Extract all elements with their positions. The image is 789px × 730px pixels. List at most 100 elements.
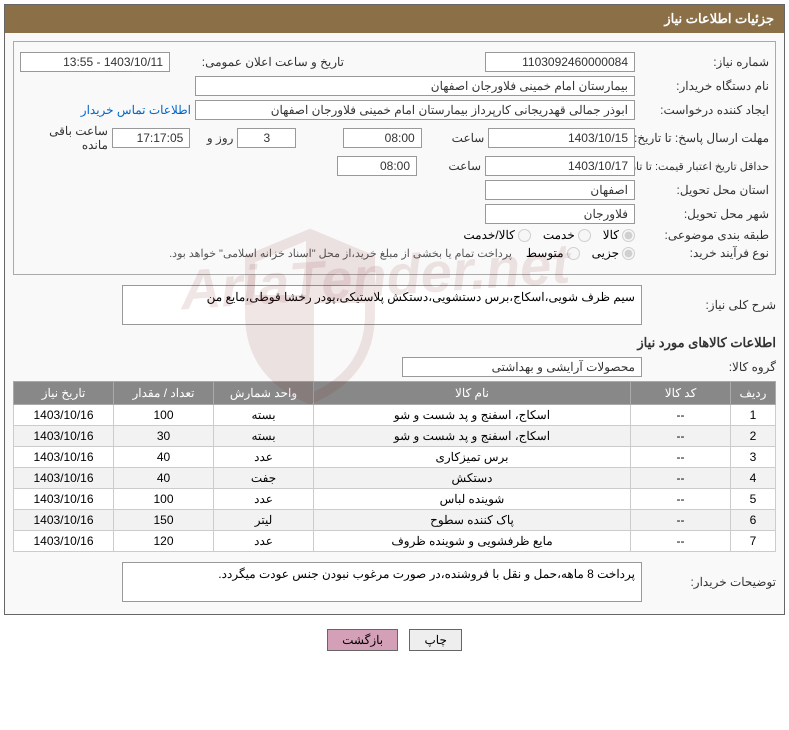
- radio-both-input[interactable]: [518, 229, 531, 242]
- radio-service-input[interactable]: [578, 229, 591, 242]
- table-cell-date: 1403/10/16: [14, 447, 114, 468]
- table-cell-unit: عدد: [214, 489, 314, 510]
- table-row: 3--برس تمیزکاریعدد401403/10/16: [14, 447, 776, 468]
- th-date: تاریخ نیاز: [14, 382, 114, 405]
- field-deadline-date: 1403/10/15: [488, 128, 635, 148]
- label-purchase-type: نوع فرآیند خرید:: [639, 246, 769, 260]
- radio-both[interactable]: کالا/خدمت: [463, 228, 530, 242]
- table-cell-code: --: [631, 426, 731, 447]
- label-time-left: ساعت باقی مانده: [20, 124, 108, 152]
- table-cell-name: برس تمیزکاری: [314, 447, 631, 468]
- label-buyer-org: نام دستگاه خریدار:: [639, 79, 769, 93]
- table-cell-date: 1403/10/16: [14, 468, 114, 489]
- goods-table: ردیف کد کالا نام کالا واحد شمارش تعداد /…: [13, 381, 776, 552]
- table-cell-date: 1403/10/16: [14, 510, 114, 531]
- table-cell-name: مایع ظرفشویی و شوینده ظروف: [314, 531, 631, 552]
- radio-medium[interactable]: متوسط: [526, 246, 580, 260]
- label-days-and: روز و: [194, 131, 233, 145]
- table-row: 6--پاک کننده سطوحلیتر1501403/10/16: [14, 510, 776, 531]
- field-req-no: 1103092460000084: [485, 52, 635, 72]
- table-cell-unit: بسته: [214, 426, 314, 447]
- th-code: کد کالا: [631, 382, 731, 405]
- table-cell-code: --: [631, 531, 731, 552]
- table-row: 4--دستکشجفت401403/10/16: [14, 468, 776, 489]
- button-bar: چاپ بازگشت: [0, 619, 789, 661]
- table-cell-qty: 150: [114, 510, 214, 531]
- table-cell-date: 1403/10/16: [14, 426, 114, 447]
- th-name: نام کالا: [314, 382, 631, 405]
- table-cell-row: 3: [731, 447, 776, 468]
- table-row: 1--اسکاج، اسفنج و پد شست و شوبسته1001403…: [14, 405, 776, 426]
- subject-class-radios: کالا خدمت کالا/خدمت: [463, 228, 635, 242]
- table-cell-name: شوینده لباس: [314, 489, 631, 510]
- label-announce-dt: تاریخ و ساعت اعلان عمومی:: [174, 55, 344, 69]
- field-countdown: 17:17:05: [112, 128, 190, 148]
- label-validity: حداقل تاریخ اعتبار قیمت: تا تاریخ:: [639, 160, 769, 173]
- table-header-row: ردیف کد کالا نام کالا واحد شمارش تعداد /…: [14, 382, 776, 405]
- table-cell-row: 4: [731, 468, 776, 489]
- table-cell-row: 5: [731, 489, 776, 510]
- table-cell-qty: 100: [114, 405, 214, 426]
- label-subject-class: طبقه بندی موضوعی:: [639, 228, 769, 242]
- field-announce-dt: 1403/10/11 - 13:55: [20, 52, 170, 72]
- details-panel: جزئیات اطلاعات نیاز شماره نیاز: 11030924…: [4, 4, 785, 615]
- table-cell-name: پاک کننده سطوح: [314, 510, 631, 531]
- field-validity-hour: 08:00: [337, 156, 417, 176]
- table-cell-qty: 120: [114, 531, 214, 552]
- table-cell-unit: جفت: [214, 468, 314, 489]
- table-cell-unit: عدد: [214, 447, 314, 468]
- label-province: استان محل تحویل:: [639, 183, 769, 197]
- th-row: ردیف: [731, 382, 776, 405]
- back-button[interactable]: بازگشت: [327, 629, 398, 651]
- th-qty: تعداد / مقدار: [114, 382, 214, 405]
- table-row: 2--اسکاج، اسفنج و پد شست و شوبسته301403/…: [14, 426, 776, 447]
- table-cell-qty: 40: [114, 447, 214, 468]
- label-city: شهر محل تحویل:: [639, 207, 769, 221]
- radio-small[interactable]: جزیی: [592, 246, 635, 260]
- field-days-left: 3: [237, 128, 296, 148]
- table-cell-code: --: [631, 447, 731, 468]
- th-unit: واحد شمارش: [214, 382, 314, 405]
- label-hour2: ساعت: [421, 159, 481, 173]
- table-cell-code: --: [631, 468, 731, 489]
- buyer-contact-link[interactable]: اطلاعات تماس خریدار: [81, 103, 191, 117]
- panel-title: جزئیات اطلاعات نیاز: [5, 5, 784, 33]
- table-cell-name: اسکاج، اسفنج و پد شست و شو: [314, 405, 631, 426]
- table-cell-qty: 100: [114, 489, 214, 510]
- panel-body: شماره نیاز: 1103092460000084 تاریخ و ساع…: [5, 33, 784, 614]
- radio-goods[interactable]: کالا: [603, 228, 635, 242]
- radio-service[interactable]: خدمت: [543, 228, 591, 242]
- table-cell-name: دستکش: [314, 468, 631, 489]
- table-cell-code: --: [631, 405, 731, 426]
- field-buyer-notes: پرداخت 8 ماهه،حمل و نقل با فروشنده،در صو…: [122, 562, 642, 602]
- label-requester: ایجاد کننده درخواست:: [639, 103, 769, 117]
- field-validity-date: 1403/10/17: [485, 156, 635, 176]
- table-cell-code: --: [631, 510, 731, 531]
- table-row: 7--مایع ظرفشویی و شوینده ظروفعدد1201403/…: [14, 531, 776, 552]
- label-hour1: ساعت: [426, 131, 485, 145]
- label-deadline: مهلت ارسال پاسخ: تا تاریخ:: [639, 131, 769, 145]
- label-req-no: شماره نیاز:: [639, 55, 769, 69]
- table-cell-date: 1403/10/16: [14, 531, 114, 552]
- goods-info-title: اطلاعات کالاهای مورد نیاز: [13, 335, 776, 351]
- field-requester: ابوذر جمالی قهدریجانی کارپرداز بیمارستان…: [195, 100, 635, 120]
- table-cell-row: 1: [731, 405, 776, 426]
- field-buyer-org: بیمارستان امام خمینی فلاورجان اصفهان: [195, 76, 635, 96]
- radio-goods-input[interactable]: [622, 229, 635, 242]
- table-cell-unit: لیتر: [214, 510, 314, 531]
- label-general-desc: شرح کلی نیاز:: [646, 298, 776, 312]
- purchase-note: پرداخت تمام یا بخشی از مبلغ خرید،از محل …: [169, 247, 512, 260]
- table-cell-row: 6: [731, 510, 776, 531]
- radio-small-input[interactable]: [622, 247, 635, 260]
- print-button[interactable]: چاپ: [409, 629, 461, 651]
- field-goods-group: محصولات آرایشی و بهداشتی: [402, 357, 642, 377]
- field-province: اصفهان: [485, 180, 635, 200]
- table-row: 5--شوینده لباسعدد1001403/10/16: [14, 489, 776, 510]
- radio-medium-input[interactable]: [567, 247, 580, 260]
- table-cell-row: 7: [731, 531, 776, 552]
- table-cell-code: --: [631, 489, 731, 510]
- table-cell-name: اسکاج، اسفنج و پد شست و شو: [314, 426, 631, 447]
- label-goods-group: گروه کالا:: [646, 360, 776, 374]
- table-cell-unit: بسته: [214, 405, 314, 426]
- table-cell-row: 2: [731, 426, 776, 447]
